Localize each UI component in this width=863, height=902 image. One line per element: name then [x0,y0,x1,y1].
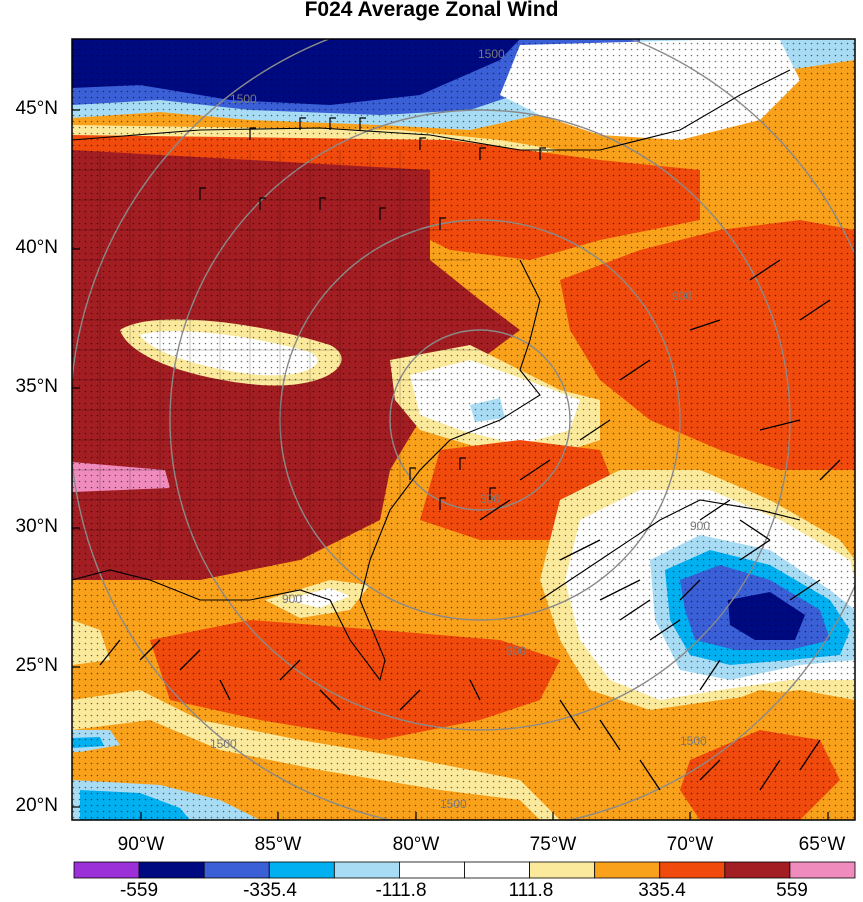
colorbar-label: -111.8 [375,880,427,901]
lat-label: 35°N [15,376,58,397]
lon-label: 70°W [666,834,714,855]
lon-label: 85°W [254,834,302,855]
plot-frame [71,38,856,821]
contour-label: 900 [690,519,710,533]
contour-label: 900 [672,289,692,303]
filled-contours [72,39,855,820]
lon-label: 75°W [529,834,577,855]
colorbar-swatch [724,861,791,879]
wind-barbs [99,259,841,791]
colorbar-label: 559 [776,880,808,901]
colorbar-swatch [659,861,726,879]
lon-label: 80°W [392,834,440,855]
colorbar-swatch [203,861,270,879]
barb-flags [199,117,546,510]
colorbar-swatch [268,861,335,879]
lon-label: 65°W [798,834,846,855]
colorbar-swatch [399,861,465,879]
contour-label: 1500 [478,47,505,61]
colorbar-swatch [73,861,140,879]
contour-label: 300 [480,492,500,506]
colorbar-label: 111.8 [508,880,554,901]
colorbar-swatch [464,861,530,879]
colorbar-label: 335.4 [638,880,686,901]
lat-label: 20°N [15,795,58,816]
colorbar-swatch [333,861,400,879]
contour-label: 1500 [680,734,707,748]
lat-label: 45°N [15,98,58,119]
lat-label: 30°N [15,516,58,537]
contour-label: 1500 [210,737,237,751]
contour-label: 1500 [230,92,257,106]
colorbar-label: -559 [119,880,159,901]
colorbar-swatch [138,861,205,879]
lon-ticks [140,812,829,820]
contour-labels: 1500 1500 900 300 900 900 900 1500 1500 … [210,47,710,811]
colorbar-label: -335.4 [243,880,297,901]
lat-label: 25°N [15,655,58,676]
colorbar-swatch [529,861,596,879]
lon-label: 90°W [117,834,165,855]
coastlines [72,69,801,682]
colorbar [73,861,856,879]
contour-label: 900 [506,644,526,658]
colorbar-swatch [594,861,661,879]
contour-label: 1500 [440,797,467,811]
lat-label: 40°N [15,237,58,258]
colorbar-swatch [789,861,856,879]
map-title: F024 Average Zonal Wind [304,0,559,21]
county-grid [72,150,500,560]
contour-label: 900 [282,592,302,606]
lat-ticks [72,109,80,808]
